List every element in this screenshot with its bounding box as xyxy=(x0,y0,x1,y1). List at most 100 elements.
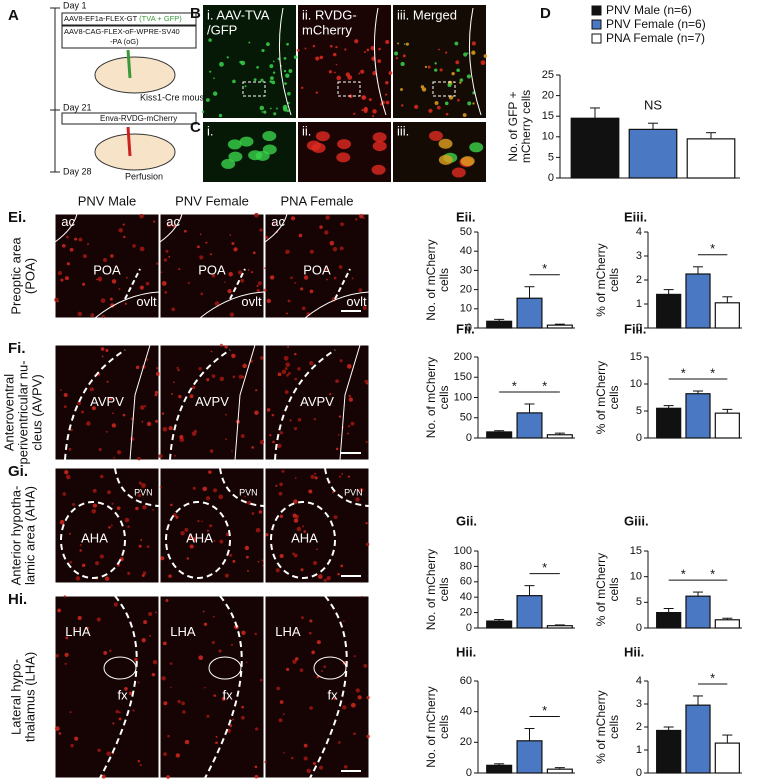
cell xyxy=(146,421,152,427)
cell xyxy=(281,469,285,473)
cell xyxy=(198,655,204,661)
y-tick-label: 1 xyxy=(636,744,642,756)
cell xyxy=(208,38,212,42)
cell xyxy=(210,350,213,353)
outline xyxy=(278,7,292,116)
outline xyxy=(129,344,151,461)
cell xyxy=(326,278,328,281)
cell xyxy=(166,775,170,779)
y-tick-label: 150 xyxy=(454,371,472,383)
cell xyxy=(55,654,59,658)
cell xyxy=(272,440,275,444)
cell xyxy=(255,527,261,533)
cell xyxy=(269,64,274,69)
box xyxy=(61,112,197,125)
cell xyxy=(259,105,265,111)
cell xyxy=(245,661,248,664)
cell xyxy=(229,553,233,557)
cell xyxy=(324,267,329,272)
cell xyxy=(107,490,111,495)
cell xyxy=(345,72,351,77)
micrograph xyxy=(54,595,160,779)
y-axis-label: cells xyxy=(437,577,451,601)
image-label: AVPV xyxy=(300,394,334,409)
y-tick-label: 100 xyxy=(454,391,472,403)
bar xyxy=(546,324,573,329)
cell xyxy=(167,734,170,738)
cell xyxy=(315,131,330,142)
cell xyxy=(335,63,338,66)
cell xyxy=(314,476,318,480)
day: Day 21 xyxy=(63,102,92,112)
cell xyxy=(359,487,364,493)
cell xyxy=(325,215,330,220)
cell xyxy=(155,611,157,614)
cell xyxy=(103,651,108,655)
cell xyxy=(252,251,256,255)
cell xyxy=(192,537,197,542)
cell xyxy=(177,369,180,372)
cell xyxy=(214,301,220,306)
cell xyxy=(224,345,228,349)
bar xyxy=(685,704,711,774)
cell xyxy=(372,132,387,143)
cell xyxy=(294,657,299,661)
cell xyxy=(101,355,104,358)
cell xyxy=(85,626,90,630)
cell xyxy=(104,576,110,581)
bar xyxy=(686,138,736,179)
y-tick-label: 0 xyxy=(636,767,642,779)
cell xyxy=(254,212,259,218)
y-tick-label: 5 xyxy=(636,405,642,417)
cell xyxy=(395,56,399,60)
cell xyxy=(170,686,172,689)
cell xyxy=(129,691,133,696)
cell xyxy=(100,347,105,351)
y-tick-label: 1 xyxy=(636,298,642,310)
y-tick-label: 10 xyxy=(630,378,642,390)
outline xyxy=(234,344,256,461)
cell xyxy=(328,70,332,74)
cell xyxy=(112,412,114,415)
cell xyxy=(229,234,232,236)
cell xyxy=(300,287,304,291)
cell xyxy=(365,542,370,547)
significance-label: * xyxy=(681,567,686,582)
legend-label: PNA Female (n=7) xyxy=(606,31,705,45)
cell xyxy=(296,526,302,532)
cell xyxy=(264,760,267,764)
cell xyxy=(251,512,255,515)
cell xyxy=(303,530,307,533)
cell xyxy=(184,739,190,745)
cell xyxy=(226,56,229,59)
cell xyxy=(273,112,277,116)
cell xyxy=(372,141,387,152)
cell xyxy=(331,491,335,494)
cell xyxy=(451,167,466,178)
scale-bar xyxy=(341,452,361,454)
outline xyxy=(208,656,242,680)
image-label: i. xyxy=(207,123,214,138)
cell xyxy=(256,66,259,69)
outline xyxy=(124,268,141,300)
cell xyxy=(357,695,362,700)
cell xyxy=(434,62,437,65)
day: Day 1 xyxy=(63,0,87,10)
needle xyxy=(126,49,132,79)
cell xyxy=(302,525,305,528)
cell xyxy=(281,369,287,375)
panel-letter: Gi. xyxy=(8,463,28,480)
cell xyxy=(454,41,459,46)
cell xyxy=(156,262,159,265)
cell xyxy=(63,392,68,398)
cell xyxy=(312,44,316,48)
box xyxy=(61,25,197,49)
bar xyxy=(546,768,573,774)
cell xyxy=(54,726,60,731)
image-label: fx xyxy=(223,688,234,703)
cell xyxy=(334,71,336,74)
cell xyxy=(306,768,311,774)
cell xyxy=(372,114,375,118)
cell xyxy=(165,599,169,603)
cell xyxy=(350,421,355,426)
